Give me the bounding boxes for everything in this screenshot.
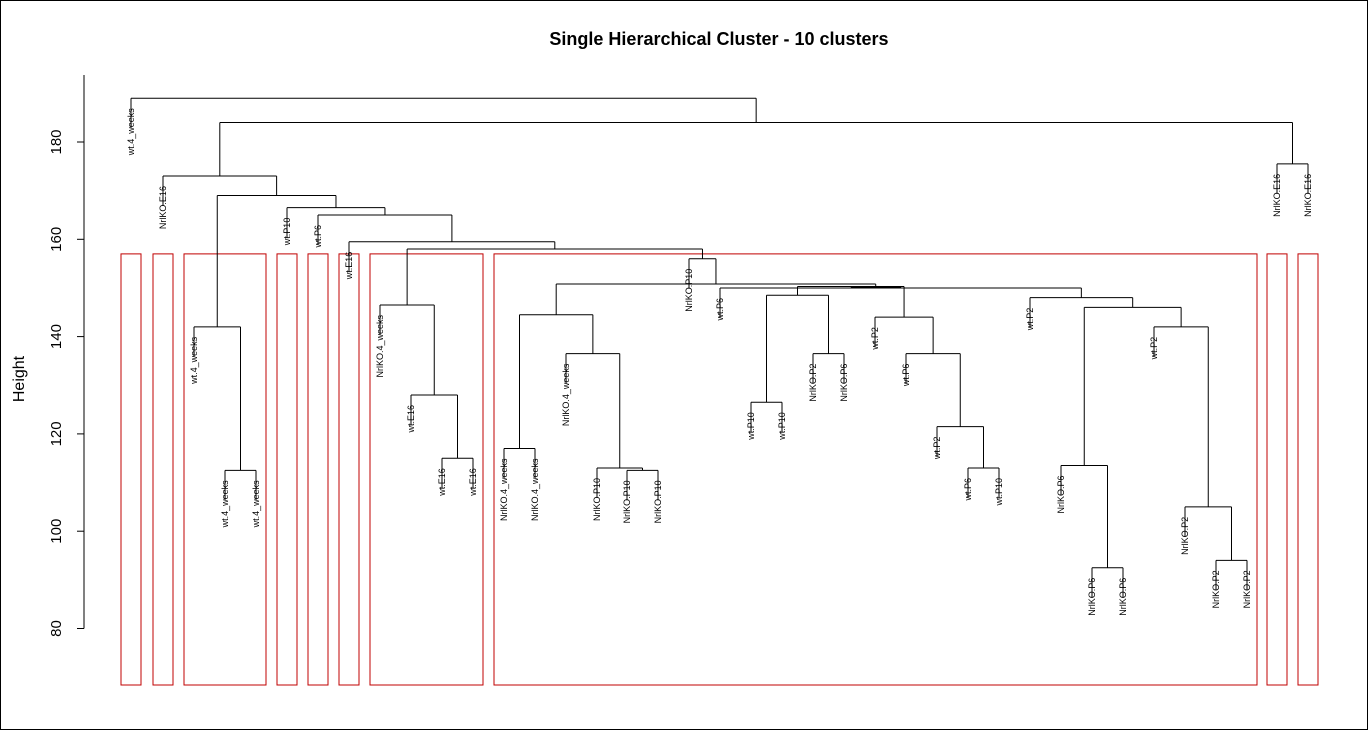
leaf-label: NrlKO.4_weeks bbox=[499, 458, 509, 521]
leaf-label: NrlKO.P6 bbox=[1118, 578, 1128, 616]
leaf-label: wt.4_weeks bbox=[220, 480, 230, 529]
cluster-rect bbox=[1266, 253, 1288, 686]
cluster-rect bbox=[276, 253, 298, 686]
y-tick-label: 80 bbox=[48, 620, 65, 637]
cluster-rect bbox=[307, 253, 329, 686]
leaf-label: wt.P2 bbox=[1149, 337, 1159, 361]
y-tick-label: 100 bbox=[48, 519, 65, 544]
leaf-label: wt.P10 bbox=[994, 478, 1004, 507]
leaf-label: wt.4_weeks bbox=[126, 108, 136, 157]
leaf-label: wt.P6 bbox=[963, 478, 973, 502]
leaf-label: wt.P10 bbox=[777, 412, 787, 441]
dendrogram-branches bbox=[130, 97, 1309, 598]
leaf-label: NrlKO.P2 bbox=[808, 364, 818, 402]
leaf-label: NrlKO.E16 bbox=[158, 186, 168, 229]
cluster-rect bbox=[120, 253, 142, 686]
cluster-rect bbox=[183, 253, 267, 686]
leaf-label: NrlKO.P10 bbox=[622, 480, 632, 523]
leaf-label: wt.P6 bbox=[313, 225, 323, 249]
leaf-label: wt.P6 bbox=[901, 364, 911, 388]
leaf-label: NrlKO.E16 bbox=[1272, 174, 1282, 217]
cluster-rect bbox=[338, 253, 360, 686]
y-axis-label: Height bbox=[11, 355, 28, 402]
leaf-label: NrlKO.P6 bbox=[1087, 578, 1097, 616]
leaf-label: wt.P10 bbox=[746, 412, 756, 441]
leaf-label: wt.P2 bbox=[932, 437, 942, 461]
cluster-rect bbox=[1297, 253, 1319, 686]
leaf-label: NrlKO.4_weeks bbox=[561, 363, 571, 426]
leaf-label: wt.E16 bbox=[437, 468, 447, 497]
y-tick-label: 180 bbox=[48, 129, 65, 154]
y-tick-label: 140 bbox=[48, 324, 65, 349]
cluster-rect bbox=[369, 253, 484, 686]
leaf-label: NrlKO.P2 bbox=[1211, 570, 1221, 608]
chart-title: Single Hierarchical Cluster - 10 cluster… bbox=[549, 29, 888, 49]
leaf-label: NrlKO.E16 bbox=[1303, 174, 1313, 217]
leaf-label: wt.P6 bbox=[715, 298, 725, 322]
cluster-rect bbox=[152, 253, 174, 686]
leaf-label: NrlKO.4_weeks bbox=[530, 458, 540, 521]
leaf-label: NrlKO.P10 bbox=[653, 480, 663, 523]
leaf-label: NrlKO.P2 bbox=[1180, 517, 1190, 555]
cluster-rect bbox=[493, 253, 1258, 686]
leaf-label: wt.4_weeks bbox=[189, 336, 199, 385]
leaf-label: NrlKO.P10 bbox=[592, 478, 602, 521]
leaf-label: NrlKO.P2 bbox=[1242, 570, 1252, 608]
leaf-label: NrlKO.4_weeks bbox=[375, 314, 385, 377]
leaf-label: wt.P2 bbox=[870, 327, 880, 351]
leaf-label: NrlKO.P6 bbox=[839, 364, 849, 402]
y-axis: 80 100 120 140 160 180 bbox=[48, 75, 85, 637]
leaf-label: wt.E16 bbox=[406, 405, 416, 434]
leaf-label: wt.E16 bbox=[468, 468, 478, 497]
y-tick-label: 160 bbox=[48, 227, 65, 252]
leaf-label: wt.P2 bbox=[1025, 308, 1035, 332]
cluster-rectangles bbox=[120, 253, 1319, 686]
leaf-label: wt.4_weeks bbox=[251, 480, 261, 529]
leaf-label: NrlKO.P10 bbox=[684, 269, 694, 312]
leaf-label: NrlKO.P6 bbox=[1056, 476, 1066, 514]
y-tick-label: 120 bbox=[48, 421, 65, 446]
leaf-label: wt.P10 bbox=[282, 218, 292, 247]
leaf-label: wt.E16 bbox=[344, 252, 354, 281]
